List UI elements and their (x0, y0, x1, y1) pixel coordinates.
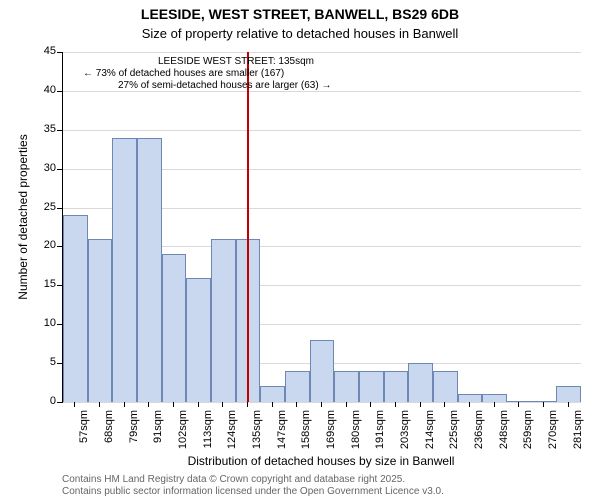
reference-line (247, 52, 249, 402)
xtick-mark (272, 402, 273, 407)
annotation-line: LEESIDE WEST STREET: 135sqm (158, 56, 314, 67)
xtick-mark (321, 402, 322, 407)
xtick-label: 169sqm (325, 410, 337, 454)
histogram-bar (63, 215, 88, 402)
ytick-label: 30 (32, 162, 56, 174)
xtick-label: 113sqm (202, 410, 214, 454)
ytick-label: 35 (32, 123, 56, 135)
histogram-bar (112, 138, 137, 402)
xtick-mark (346, 402, 347, 407)
xtick-mark (173, 402, 174, 407)
xtick-mark (370, 402, 371, 407)
xtick-label: 214sqm (424, 410, 436, 454)
xtick-label: 102sqm (177, 410, 189, 454)
ytick-mark (57, 52, 62, 53)
histogram-bar (482, 394, 507, 402)
histogram-bar (408, 363, 433, 402)
footer-line2: Contains public sector information licen… (62, 486, 444, 497)
ytick-label: 20 (32, 239, 56, 251)
xtick-mark (74, 402, 75, 407)
histogram-bar (310, 340, 335, 402)
xtick-label: 281sqm (572, 410, 584, 454)
gridline (63, 402, 581, 403)
histogram-bar (260, 386, 285, 402)
ytick-mark (57, 130, 62, 131)
ytick-mark (57, 169, 62, 170)
xtick-label: 259sqm (522, 410, 534, 454)
histogram-bar (359, 371, 384, 402)
ytick-label: 40 (32, 84, 56, 96)
xtick-label: 180sqm (350, 410, 362, 454)
xtick-mark (99, 402, 100, 407)
xtick-mark (469, 402, 470, 407)
gridline (63, 91, 581, 92)
xtick-label: 225sqm (448, 410, 460, 454)
xtick-mark (247, 402, 248, 407)
chart-title-line1: LEESIDE, WEST STREET, BANWELL, BS29 6DB (0, 6, 600, 22)
xtick-mark (444, 402, 445, 407)
xtick-label: 147sqm (276, 410, 288, 454)
xtick-label: 203sqm (399, 410, 411, 454)
xtick-mark (198, 402, 199, 407)
ytick-label: 0 (32, 395, 56, 407)
xtick-mark (395, 402, 396, 407)
x-axis-label: Distribution of detached houses by size … (62, 454, 580, 468)
xtick-label: 79sqm (128, 410, 140, 454)
ytick-label: 25 (32, 201, 56, 213)
ytick-label: 5 (32, 356, 56, 368)
ytick-label: 45 (32, 45, 56, 57)
ytick-mark (57, 285, 62, 286)
annotation-line: 27% of semi-detached houses are larger (… (118, 80, 331, 91)
xtick-label: 57sqm (78, 410, 90, 454)
histogram-bar (507, 401, 532, 402)
histogram-bar (137, 138, 162, 402)
y-axis-label: Number of detached properties (16, 117, 30, 317)
annotation-line: ← 73% of detached houses are smaller (16… (83, 68, 284, 79)
xtick-mark (420, 402, 421, 407)
histogram-bar (433, 371, 458, 402)
xtick-label: 91sqm (152, 410, 164, 454)
chart-title-line2: Size of property relative to detached ho… (0, 26, 600, 41)
xtick-mark (543, 402, 544, 407)
histogram-bar (384, 371, 409, 402)
xtick-label: 68sqm (103, 410, 115, 454)
ytick-mark (57, 246, 62, 247)
xtick-label: 135sqm (251, 410, 263, 454)
xtick-mark (494, 402, 495, 407)
footer-line1: Contains HM Land Registry data © Crown c… (62, 474, 405, 485)
histogram-bar (458, 394, 483, 402)
xtick-label: 124sqm (226, 410, 238, 454)
xtick-label: 270sqm (547, 410, 559, 454)
ytick-label: 15 (32, 278, 56, 290)
histogram-bar (285, 371, 310, 402)
plot-area: LEESIDE WEST STREET: 135sqm← 73% of deta… (62, 52, 581, 403)
xtick-mark (518, 402, 519, 407)
histogram-bar (211, 239, 236, 402)
histogram-bar (334, 371, 359, 402)
ytick-mark (57, 363, 62, 364)
xtick-mark (124, 402, 125, 407)
gridline (63, 130, 581, 131)
ytick-mark (57, 208, 62, 209)
xtick-label: 248sqm (498, 410, 510, 454)
ytick-mark (57, 324, 62, 325)
xtick-label: 236sqm (473, 410, 485, 454)
xtick-mark (296, 402, 297, 407)
ytick-mark (57, 91, 62, 92)
xtick-label: 191sqm (374, 410, 386, 454)
histogram-bar (162, 254, 187, 402)
histogram-bar (186, 278, 211, 402)
histogram-bar (556, 386, 581, 402)
ytick-mark (57, 402, 62, 403)
xtick-label: 158sqm (300, 410, 312, 454)
gridline (63, 52, 581, 53)
xtick-mark (148, 402, 149, 407)
ytick-label: 10 (32, 317, 56, 329)
xtick-mark (222, 402, 223, 407)
histogram-bar (88, 239, 113, 402)
xtick-mark (568, 402, 569, 407)
